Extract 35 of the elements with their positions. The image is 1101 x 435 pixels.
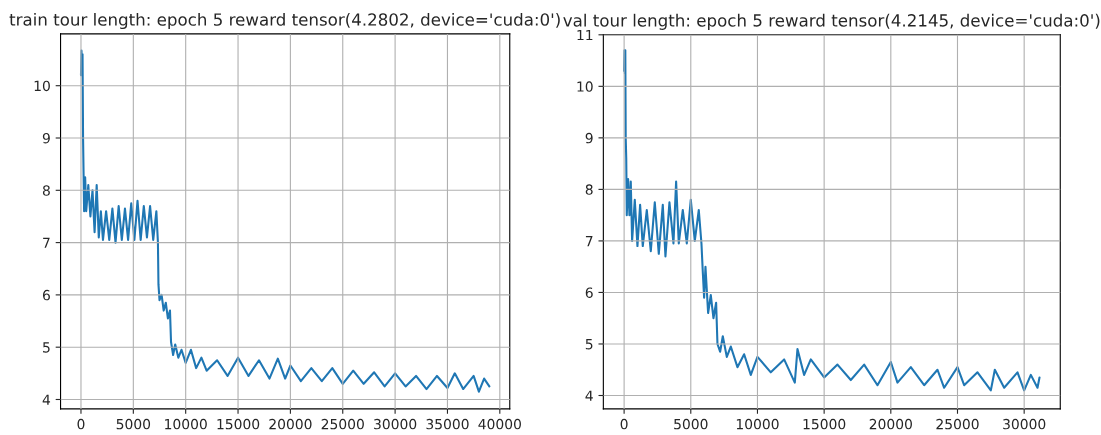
x-tick-label: 40000 <box>478 418 521 430</box>
x-tick-label: 0 <box>620 418 628 430</box>
y-tick-label: 4 <box>42 394 51 405</box>
y-tick-label: 7 <box>585 236 593 247</box>
line-series <box>79 49 491 393</box>
x-tick-label: 30000 <box>1003 418 1046 430</box>
x-tick-label: 15000 <box>803 418 846 430</box>
x-tick-label: 35000 <box>426 418 469 430</box>
x-tick-label: 15000 <box>217 418 260 430</box>
x-tick-label: 10000 <box>736 418 779 430</box>
x-tick-label: 5000 <box>674 418 708 430</box>
x-tick-label: 25000 <box>936 418 979 430</box>
chart-title: train tour length: epoch 5 reward tensor(4.2802, device='cuda:0') <box>9 12 560 30</box>
y-tick-label: 7 <box>43 237 50 248</box>
y-tick-label: 6 <box>42 289 50 301</box>
x-tick-label: 20000 <box>869 418 912 430</box>
x-tick-label: 5000 <box>116 418 151 430</box>
y-tick-label: 10 <box>577 81 593 92</box>
y-tick-label: 4 <box>585 390 593 401</box>
x-tick-label: 25000 <box>321 418 364 430</box>
y-tick-label: 11 <box>577 29 593 41</box>
x-tick-label: 30000 <box>374 418 417 430</box>
y-tick-label: 6 <box>585 287 593 298</box>
y-tick-label: 9 <box>42 132 50 144</box>
y-tick-label: 9 <box>585 132 593 144</box>
line-series <box>623 49 1041 392</box>
y-tick-label: 10 <box>34 80 50 92</box>
x-tick-label: 10000 <box>165 418 207 430</box>
y-tick-label: 8 <box>585 184 593 195</box>
y-tick-label: 8 <box>42 185 50 196</box>
x-tick-label: 0 <box>77 418 85 430</box>
y-tick-label: 5 <box>585 339 593 350</box>
x-tick-label: 20000 <box>269 418 312 430</box>
chart-title: val tour length: epoch 5 reward tensor(4.2145, device='cuda:0') <box>563 13 1100 30</box>
y-tick-label: 5 <box>43 342 50 353</box>
